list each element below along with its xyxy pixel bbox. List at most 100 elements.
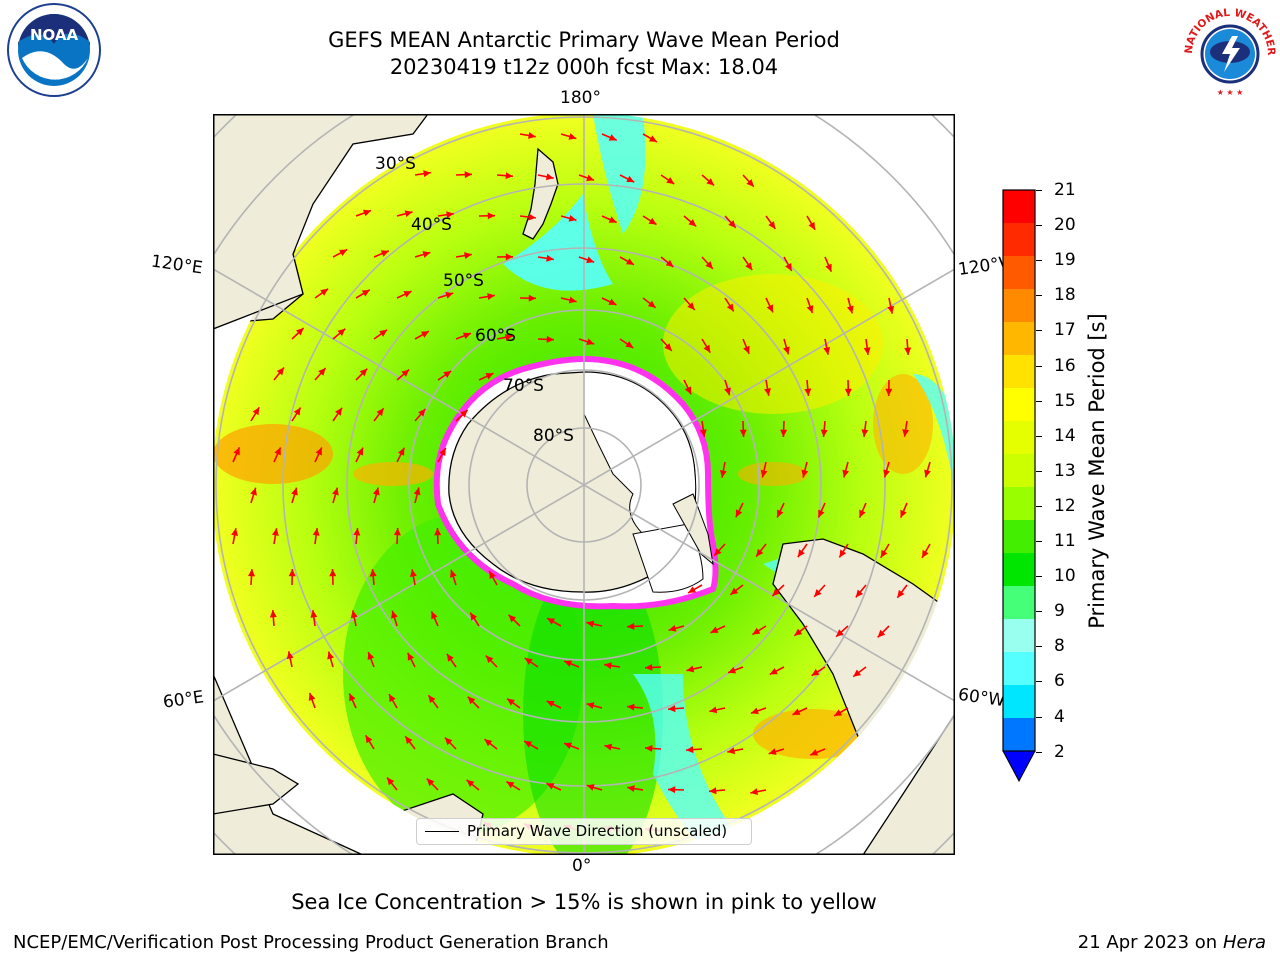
nws-stars-icon: ★ ★ ★ xyxy=(1217,88,1244,97)
direction-arrow-head xyxy=(288,569,296,577)
direction-arrow-head xyxy=(418,408,426,417)
direction-arrow-head xyxy=(524,657,533,665)
colorbar-cell xyxy=(1003,322,1035,356)
short-period-zone xyxy=(913,374,955,494)
direction-arrow-head xyxy=(756,548,764,557)
direction-arrow-head xyxy=(627,622,635,630)
colorbar-tick-label: 17 xyxy=(1054,320,1076,341)
direction-arrow-head xyxy=(248,569,255,577)
direction-arrow-head xyxy=(233,447,240,456)
direction-arrow-head xyxy=(487,293,495,301)
direction-arrow-head xyxy=(686,665,695,673)
direction-arrow-head xyxy=(365,735,373,744)
colorbar-tick-label: 21 xyxy=(1054,180,1076,200)
colorbar-tick-mark xyxy=(1036,295,1042,297)
map-legend: Primary Wave Direction (unscaled) xyxy=(416,818,752,845)
direction-arrow-head xyxy=(445,291,454,299)
direction-arrow-head xyxy=(470,612,478,621)
direction-arrow-head xyxy=(485,655,494,664)
period-band xyxy=(213,424,333,484)
direction-arrow-head xyxy=(801,469,809,478)
direction-arrow-head xyxy=(369,569,377,577)
direction-arrow-head xyxy=(568,296,577,304)
direction-arrow-head xyxy=(735,509,743,518)
direction-arrow-head xyxy=(760,469,768,478)
direction-arrow-head xyxy=(462,332,471,340)
direction-arrow-head xyxy=(668,624,677,632)
direction-arrow-head xyxy=(528,213,536,221)
direction-arrow-head xyxy=(714,548,722,556)
direction-arrow-head xyxy=(746,179,754,187)
direction-arrow-head xyxy=(586,784,595,791)
direction-arrow-head xyxy=(750,707,759,715)
direction-arrow-head xyxy=(626,258,634,265)
lon-label-120e: 120°E xyxy=(149,251,204,279)
direction-arrow-head xyxy=(349,693,356,702)
direction-arrow-head xyxy=(350,610,358,619)
direction-arrow-head xyxy=(276,367,285,376)
direction-arrow-head xyxy=(353,528,361,536)
footer-date: 21 Apr 2023 on Hera xyxy=(1078,932,1266,953)
direction-arrow-head xyxy=(568,133,577,140)
direction-arrow-head xyxy=(859,509,866,518)
map-panel: 30°S 40°S 50°S 60°S 70°S 80°S xyxy=(213,114,955,855)
direction-arrow-head xyxy=(586,256,595,264)
nws-logo: NATIONAL WEATHER SERVICE ★ ★ ★ xyxy=(1176,0,1280,106)
direction-arrow-head xyxy=(885,388,893,396)
chart-subtitle: 20230419 t12z 000h fcst Max: 18.04 xyxy=(389,55,779,79)
colorbar-tick-label: 14 xyxy=(1054,425,1076,446)
colorbar-tick-label: 18 xyxy=(1054,285,1076,306)
colorbar-cell xyxy=(1003,652,1035,686)
direction-arrow-head xyxy=(818,509,825,518)
colorbar-tick-mark xyxy=(1036,681,1042,683)
direction-arrow-head xyxy=(863,347,871,355)
direction-arrow-head xyxy=(686,746,694,754)
direction-arrow-head xyxy=(808,221,816,230)
colorbar-cell xyxy=(1003,223,1035,257)
direction-arrow-head xyxy=(687,302,695,310)
direction-arrow-head xyxy=(897,589,905,598)
direction-arrow-head xyxy=(728,220,736,228)
direction-arrow-head xyxy=(902,429,910,437)
direction-arrow-head xyxy=(393,528,401,536)
direction-arrow-head xyxy=(806,305,814,314)
colorbar-tick-label: 9 xyxy=(1054,601,1065,622)
direction-arrow-head xyxy=(794,628,803,636)
wave-direction-arrows xyxy=(231,132,931,834)
direction-arrow-head xyxy=(780,429,788,437)
direction-arrow-head xyxy=(484,739,493,747)
direction-arrow-head xyxy=(293,407,301,416)
colorbar-tick-label: 11 xyxy=(1054,531,1076,551)
direction-arrow-head xyxy=(608,298,617,305)
direction-arrow-head xyxy=(703,344,711,353)
direction-arrow-head xyxy=(844,388,852,396)
direction-arrow-head xyxy=(271,528,279,536)
colorbar-tick-mark xyxy=(1036,330,1042,332)
colorbar-extend-arrow xyxy=(1002,750,1036,783)
colorbar-cell xyxy=(1003,586,1035,620)
chart-title: GEFS MEAN Antarctic Primary Wave Mean Pe… xyxy=(328,28,840,52)
direction-arrow-head xyxy=(764,388,771,396)
direction-arrow-head xyxy=(315,447,322,456)
footer-date-text: 21 Apr 2023 on xyxy=(1077,932,1223,953)
legend-label: Primary Wave Direction (unscaled) xyxy=(467,822,728,840)
direction-arrow-head xyxy=(727,747,736,755)
direction-arrow-head xyxy=(464,252,472,260)
direction-arrow-head xyxy=(648,217,657,225)
direction-arrow-head xyxy=(586,338,595,346)
direction-arrow-head xyxy=(769,667,778,675)
direction-arrow-head xyxy=(363,209,372,217)
direction-arrow-head xyxy=(505,172,513,180)
direction-arrow-head xyxy=(487,212,495,220)
direction-arrow-head xyxy=(586,174,595,182)
direction-arrow-head xyxy=(783,346,790,355)
colorbar-tick-mark xyxy=(1036,646,1042,648)
direction-arrow-head xyxy=(507,698,515,706)
direction-arrow-head xyxy=(449,569,457,578)
direction-arrow-head xyxy=(318,367,326,376)
colorbar-cell xyxy=(1003,487,1035,521)
direction-arrow-head xyxy=(699,429,707,437)
direction-arrow-head xyxy=(586,620,595,628)
direction-arrow-head xyxy=(726,303,734,312)
direction-arrow-head xyxy=(446,211,454,219)
